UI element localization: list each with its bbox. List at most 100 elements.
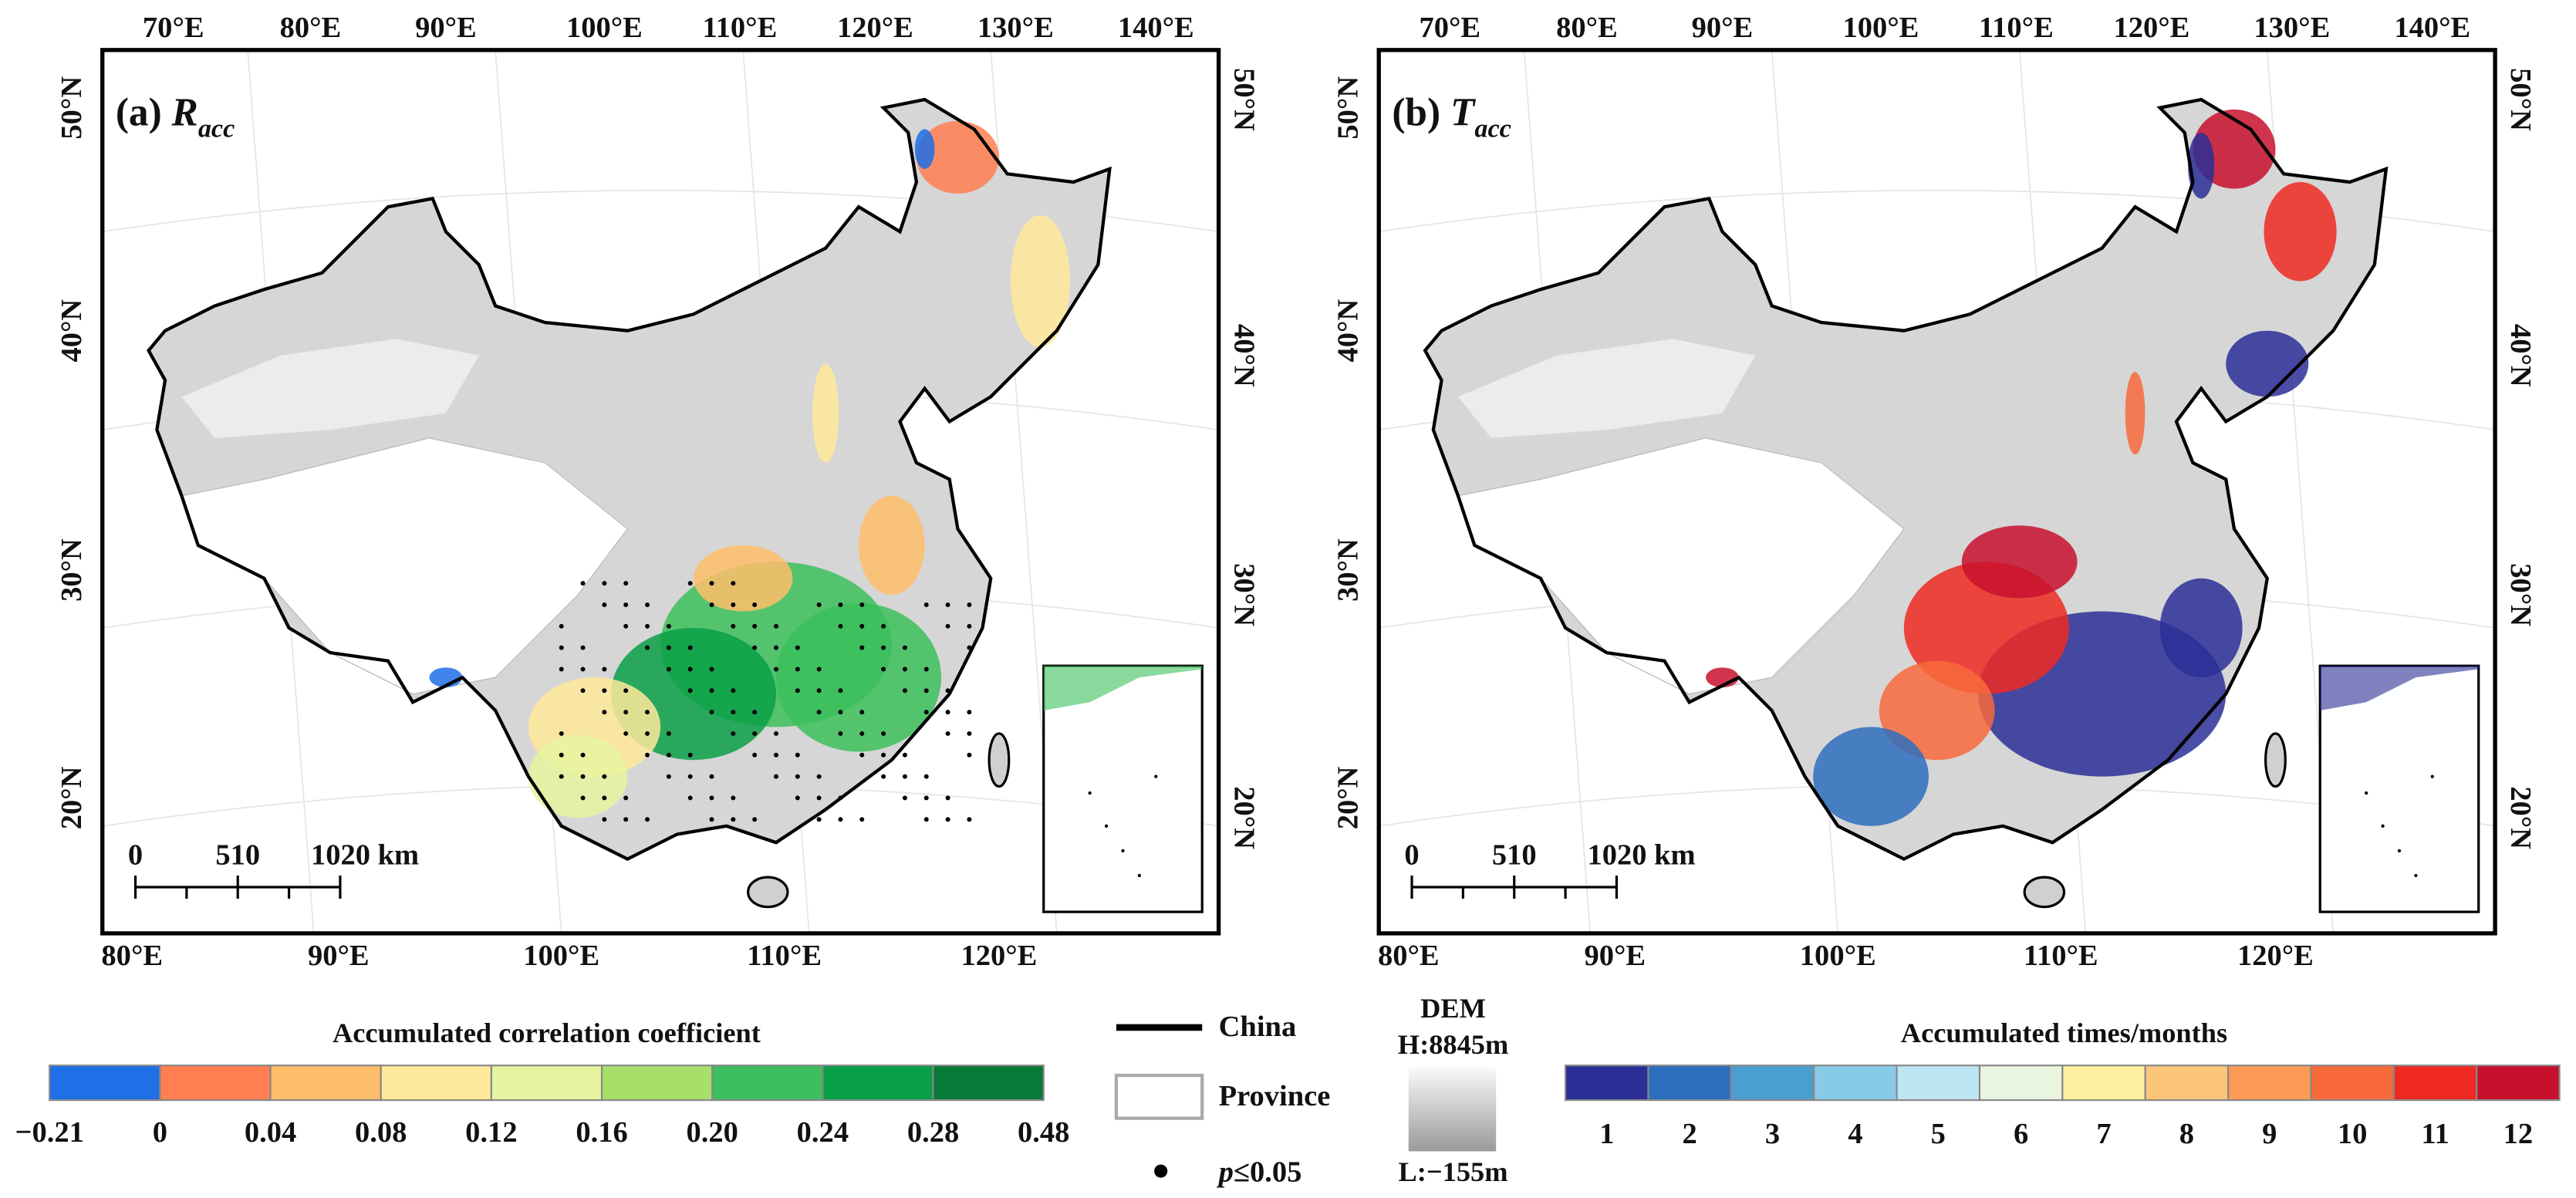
- significance-dot: [923, 710, 929, 715]
- colorbar-swatch: [822, 1065, 934, 1102]
- left-lat-label: 30°N: [1332, 538, 1365, 602]
- significance-dot: [923, 666, 929, 672]
- panel-letter: (a): [116, 90, 162, 134]
- significance-dot: [645, 623, 650, 629]
- inset-island: [1137, 873, 1142, 878]
- significance-dot: [602, 688, 607, 693]
- significance-dot: [902, 774, 907, 779]
- right-lat-label: 20°N: [1228, 786, 1261, 849]
- right-lat-label: 50°N: [2504, 68, 2537, 131]
- significance-dot: [666, 666, 671, 672]
- significance-dot: [731, 602, 736, 607]
- significance-dot: [645, 731, 650, 736]
- colorbar-swatch: [711, 1065, 824, 1102]
- significance-dot: [709, 602, 714, 607]
- data-patch: [2125, 372, 2146, 455]
- panel-label: (b) Tacc: [1392, 90, 1511, 143]
- hainan: [2023, 876, 2066, 909]
- significance-dot: [816, 666, 822, 672]
- colorbar-label: 11: [2421, 1118, 2449, 1150]
- colorbar-swatch: [2476, 1065, 2561, 1102]
- significance-dot: [881, 666, 886, 672]
- significance-dot: [709, 688, 714, 693]
- colorbar-swatch: [2061, 1065, 2146, 1102]
- data-patch: [859, 495, 925, 596]
- colorbar-swatch: [1813, 1065, 1898, 1102]
- colorbar-label: 0.48: [1018, 1116, 1069, 1149]
- significance-dot: [881, 774, 886, 779]
- significance-dot: [795, 774, 800, 779]
- significance-dot: [687, 645, 693, 650]
- scale-bar: [133, 876, 342, 899]
- bottom-lon-label: 80°E: [101, 940, 163, 972]
- significance-dot: [945, 623, 950, 629]
- bottom-lon-label: 90°E: [1584, 940, 1646, 972]
- panel-variable: R: [171, 90, 198, 134]
- panel-label: (a) Racc: [116, 90, 235, 143]
- colorbar-label: 5: [1931, 1118, 1946, 1150]
- left-lat-label: 20°N: [1332, 766, 1365, 829]
- inset-island: [2365, 791, 2368, 795]
- left-lat-label: 50°N: [1332, 76, 1365, 140]
- significance-dot: [623, 795, 629, 801]
- colorbar-swatch: [2392, 1065, 2478, 1102]
- scale-bar-label: 1020 km: [1587, 839, 1695, 871]
- significance-dot: [731, 710, 736, 715]
- inset-coast: [2320, 666, 2479, 710]
- significance-dot: [945, 602, 950, 607]
- significance-dot: [838, 710, 843, 715]
- panel-letter: (b): [1392, 90, 1440, 134]
- panel-subscript: acc: [198, 113, 235, 143]
- significance-dot: [731, 688, 736, 693]
- significance-dot: [731, 731, 736, 736]
- significance-dot: [709, 710, 714, 715]
- data-patch: [1879, 660, 1995, 761]
- significance-dot: [816, 795, 822, 801]
- colorbar-swatch: [159, 1065, 272, 1102]
- significance-dot: [731, 623, 736, 629]
- colorbar-swatch: [490, 1065, 603, 1102]
- significance-dot: [816, 710, 822, 715]
- significance-dot: [559, 645, 564, 650]
- significance-dot: [902, 666, 907, 672]
- inset-map: [2318, 664, 2480, 913]
- bottom-lon-label: 110°E: [2024, 940, 2098, 972]
- province-key-label: Province: [1219, 1080, 1331, 1112]
- colorbar-label: 1: [1599, 1118, 1614, 1150]
- colorbar-label: −0.21: [15, 1116, 84, 1149]
- left-lat-label: 40°N: [56, 299, 88, 363]
- left-lat-label: 40°N: [1332, 299, 1365, 363]
- significance-dot: [902, 752, 907, 758]
- significance-dot: [623, 623, 629, 629]
- significance-dot: [623, 581, 629, 586]
- colorbar-swatch: [49, 1065, 161, 1102]
- significance-dot: [795, 688, 800, 693]
- top-lon-label: 90°E: [1692, 12, 1754, 44]
- significance-dot: [945, 731, 950, 736]
- significance-dot: [580, 581, 586, 586]
- significance-dot: [623, 731, 629, 736]
- significance-dot: [580, 752, 586, 758]
- colorbar-swatch: [2310, 1065, 2395, 1102]
- significance-dot: [623, 688, 629, 693]
- significance-dot: [859, 817, 865, 822]
- significance-dot: [859, 710, 865, 715]
- inset-island: [2414, 873, 2418, 878]
- dem-high: H:8845m: [1398, 1029, 1508, 1060]
- map-frame: [1376, 48, 2497, 936]
- significance-dot: [773, 645, 778, 650]
- colorbar-swatch: [1647, 1065, 1732, 1102]
- colorbar-swatch: [1978, 1065, 2064, 1102]
- right-lat-label: 40°N: [2504, 324, 2537, 387]
- significance-dot: [752, 817, 758, 822]
- data-patch: [812, 363, 839, 463]
- colorbar-label: 9: [2262, 1118, 2277, 1150]
- panel-subscript: acc: [1474, 113, 1511, 143]
- inset-island: [1121, 849, 1125, 853]
- significance-dot: [752, 623, 758, 629]
- map-panel: (b) Tacc 70°E 80°E 90°E 100°E 110°E 120°E 130°E 1…: [1332, 12, 2537, 972]
- significance-dot: [580, 645, 586, 650]
- significance-dot: [859, 623, 865, 629]
- significance-dot: [859, 731, 865, 736]
